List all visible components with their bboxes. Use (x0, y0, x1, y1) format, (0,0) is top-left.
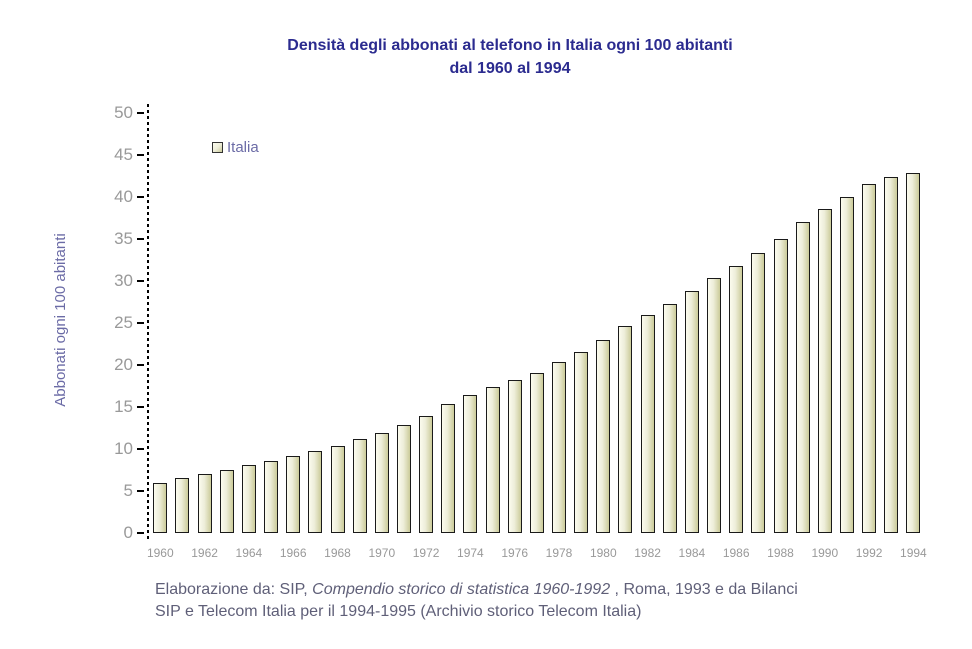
bar-1979 (574, 351, 589, 533)
y-tick-mark (137, 322, 144, 324)
bar-1967 (308, 450, 323, 533)
y-axis-title: Abbonati ogni 100 abitanti (52, 233, 69, 407)
caption-text: , Roma, 1993 e da Bilanci (610, 581, 798, 598)
y-tick-mark (137, 406, 144, 408)
bar-1980 (596, 339, 611, 533)
y-tick-mark (137, 196, 144, 198)
x-tick-label: 1978 (545, 546, 573, 560)
bar-1991 (839, 197, 854, 533)
bar-1963 (219, 470, 234, 533)
x-tick-label: 1972 (412, 546, 440, 560)
y-tick-label: 25 (114, 313, 133, 332)
x-tick-label: 1964 (235, 546, 263, 560)
caption-italic-text: Compendio storico di statistica 1960-199… (312, 581, 611, 598)
bar-1964 (241, 464, 256, 533)
y-tick-mark (137, 532, 144, 534)
bar-1971 (396, 424, 411, 533)
chart-title-line2: dal 1960 al 1994 (449, 60, 571, 77)
bar-1969 (352, 438, 367, 533)
y-tick-mark (137, 154, 144, 156)
y-tick-label: 5 (123, 481, 133, 500)
y-tick-mark (137, 238, 144, 240)
chart-title-line1: Densità degli abbonati al telefono in It… (287, 37, 733, 54)
y-tick-mark (137, 364, 144, 366)
bar-1987 (751, 253, 766, 533)
y-tick-label: 20 (114, 355, 133, 374)
y-tick-mark (137, 448, 144, 450)
bar-1986 (729, 265, 744, 533)
chart-title: Densità degli abbonati al telefono in It… (48, 34, 972, 80)
x-tick-label: 1984 (678, 546, 706, 560)
source-caption-line2: SIP e Telecom Italia per il 1994-1995 (A… (155, 603, 642, 620)
x-tick-label: 1976 (501, 546, 529, 560)
x-tick-label: 1988 (767, 546, 794, 560)
x-tick-label: 1994 (900, 546, 927, 560)
y-tick-mark (137, 280, 144, 282)
bar-1972 (419, 416, 434, 533)
y-tick-label: 0 (123, 523, 133, 542)
bar-1976 (507, 380, 522, 533)
source-caption: Elaborazione da: SIP, Compendio storico … (155, 579, 945, 623)
y-tick-label: 40 (114, 187, 133, 206)
y-tick-mark (137, 112, 144, 114)
bar-1962 (197, 474, 212, 533)
bar-1994 (906, 172, 921, 533)
bar-1988 (773, 239, 788, 533)
y-tick-mark (137, 490, 144, 492)
bar-1993 (884, 176, 899, 533)
x-tick-label: 1974 (457, 546, 484, 560)
y-tick-label: 45 (114, 145, 133, 164)
bar-1970 (374, 433, 389, 533)
legend: Italia (212, 139, 259, 156)
bar-1965 (264, 460, 279, 533)
x-tick-label: 1966 (279, 546, 307, 560)
x-tick-label: 1960 (146, 546, 174, 560)
x-tick-label: 1980 (589, 546, 617, 560)
y-axis-line (147, 104, 149, 542)
y-tick-label: 15 (114, 397, 133, 416)
bar-1984 (684, 291, 699, 533)
bar-1978 (552, 362, 566, 533)
x-tick-label: 1992 (855, 546, 883, 560)
bar-1981 (618, 326, 633, 533)
caption-text: Elaborazione da: SIP, (155, 581, 313, 598)
y-tick-label: 30 (114, 271, 133, 290)
bar-1977 (529, 372, 544, 533)
x-tick-label: 1986 (722, 546, 750, 560)
bar-1961 (175, 478, 190, 533)
bar-1990 (817, 208, 832, 533)
x-tick-label: 1968 (324, 546, 351, 560)
y-tick-label: 50 (114, 103, 133, 122)
bar-1966 (286, 455, 301, 533)
legend-label: Italia (227, 139, 259, 156)
bar-1982 (640, 315, 655, 533)
bar-1973 (441, 403, 456, 533)
bar-1968 (330, 445, 345, 533)
x-tick-label: 1962 (191, 546, 218, 560)
legend-swatch-icon (212, 142, 223, 153)
bar-1992 (862, 183, 877, 533)
y-tick-label: 35 (114, 229, 133, 248)
bar-1975 (485, 386, 500, 533)
y-tick-label: 10 (114, 439, 133, 458)
x-tick-label: 1970 (368, 546, 396, 560)
bar-1989 (795, 222, 810, 533)
x-tick-label: 1990 (811, 546, 839, 560)
bar-1960 (153, 482, 168, 533)
x-tick-label: 1982 (634, 546, 661, 560)
bar-1974 (463, 395, 478, 533)
bar-1983 (662, 303, 677, 533)
source-caption-line1: Elaborazione da: SIP, Compendio storico … (155, 579, 945, 601)
bar-1985 (707, 278, 722, 533)
